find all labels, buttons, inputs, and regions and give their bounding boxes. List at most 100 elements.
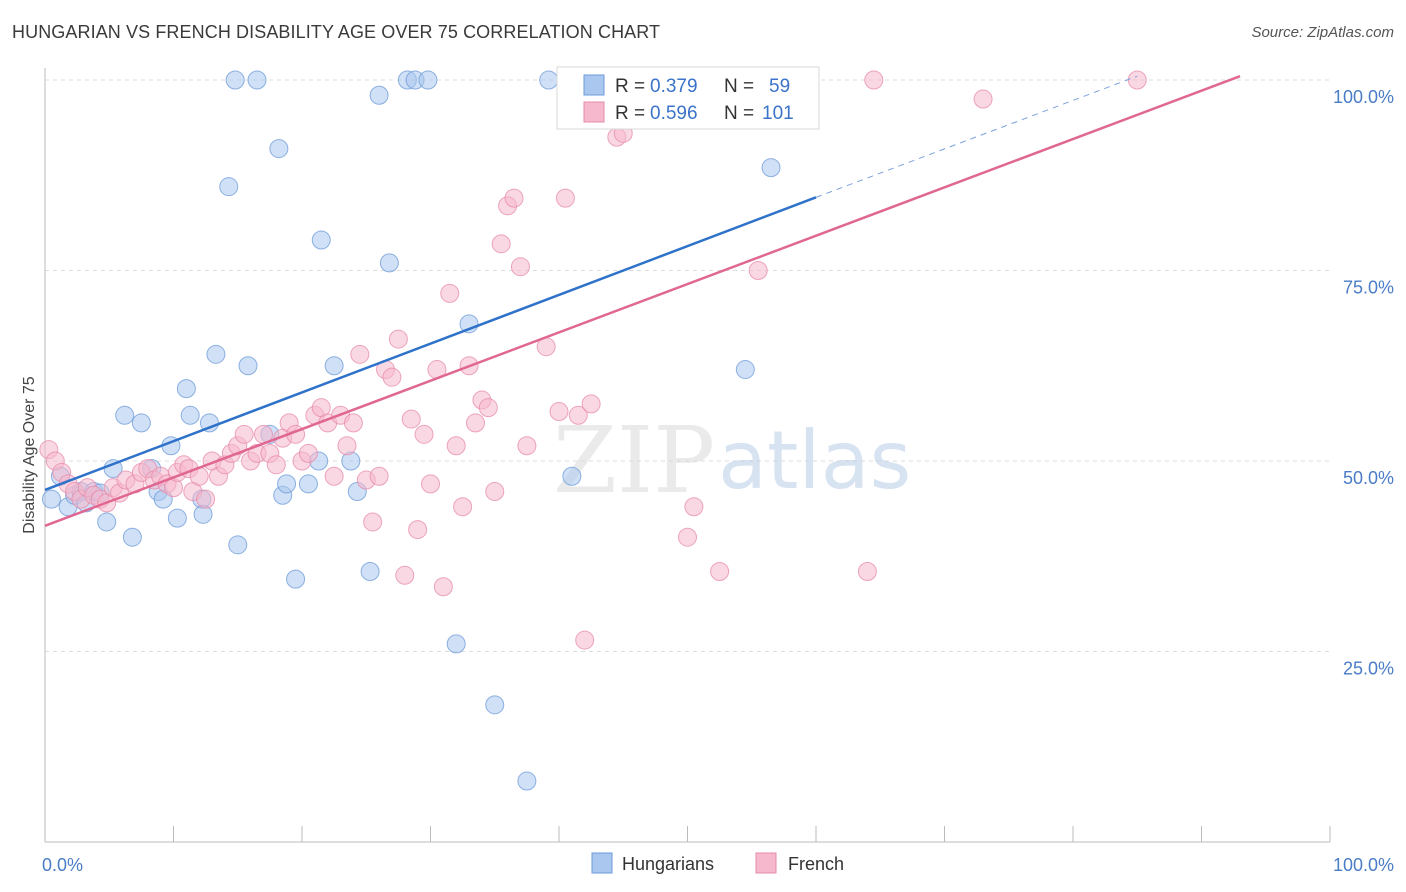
stats-n-value-hungarians: 59 [769,76,790,97]
french-point [549,401,569,421]
chart-title: HUNGARIAN VS FRENCH DISABILITY AGE OVER … [12,22,661,42]
legend-label-french: French [788,854,844,874]
x-tick-label: 100.0% [1333,855,1394,875]
watermark-atlas: atlas [718,414,911,507]
stats-n-label-french: N = [724,103,754,124]
legend-label-hungarians: Hungarians [622,854,714,874]
watermark-zip: ZIP [553,407,715,514]
hungarians-trend-line [44,196,817,492]
hungarians-point [176,379,196,399]
french-point [575,630,595,650]
tick-labels: 25.0% 50.0% 75.0% 100.0% 0.0% 100.0% [42,87,1394,875]
hungarians-point [761,158,781,178]
grid-lines [45,79,1330,652]
french-point [581,394,601,414]
french-point [568,405,588,425]
legend-swatch-hungarians [591,852,613,874]
french-point [363,512,383,532]
french-point [324,466,344,486]
french-point [337,436,357,456]
hungarians-point [269,139,289,159]
french-point [478,398,498,418]
y-axis-label: Disability Age Over 75 [21,376,38,534]
hungarians-point [311,230,331,250]
y-tick-label: 75.0% [1343,278,1394,298]
bottom-legend: Hungarians French [591,852,844,874]
hungarians-point [219,177,239,197]
hungarians-point [238,356,258,376]
french-point [555,188,575,208]
y-tick-label: 100.0% [1333,87,1394,107]
hungarians-point [97,512,117,532]
french-point [517,436,537,456]
french-point [343,413,363,433]
hungarians-point [41,489,61,509]
axes [44,68,1331,843]
french-point [395,565,415,585]
hungarians-point [539,70,559,90]
y-tick-label: 25.0% [1343,659,1394,679]
series-french-points [39,70,1147,650]
hungarians-point [131,413,151,433]
french-point [382,367,402,387]
french-point [465,413,485,433]
source-label: Source: ZipAtlas.com [1251,24,1394,41]
french-point [369,466,389,486]
stats-r-value-hungarians: 0.379 [650,76,698,97]
french-point [298,443,318,463]
stats-legend-swatch-hungarians [583,74,605,96]
hungarians-point [225,70,245,90]
hungarians-point [735,360,755,380]
hungarians-point [485,695,505,715]
french-point [196,489,216,509]
hungarians-point [286,569,306,589]
french-point [234,424,254,444]
hungarians-point [369,85,389,105]
hungarians-point [167,508,187,528]
x-tick-label: 0.0% [42,855,83,875]
stats-n-value-french: 101 [762,103,794,124]
french-point [433,577,453,597]
french-point [266,455,286,475]
hungarians-point [360,561,380,581]
french-point [857,561,877,581]
y-tick-label: 50.0% [1343,468,1394,488]
french-point [1127,70,1147,90]
legend-swatch-french [755,852,777,874]
french-point [684,497,704,517]
hungarians-point [379,253,399,273]
french-point [408,520,428,540]
stats-r-label-hungarians: R = [615,76,645,97]
hungarians-point [122,527,142,547]
watermark: ZIP atlas [553,407,911,514]
french-point [421,474,440,494]
french-point [504,188,524,208]
french-point [453,497,473,517]
hungarians-point [446,634,466,654]
hungarians-point [206,344,226,364]
hungarians-point [562,466,582,486]
stats-n-label-hungarians: N = [724,76,754,97]
hungarians-point [517,771,537,791]
french-point [491,234,511,254]
hungarians-point [115,405,135,425]
french-point [678,527,697,547]
hungarians-point [298,474,318,494]
french-point [440,283,460,303]
hungarians-point [324,356,344,376]
french-point [973,89,993,109]
stats-r-value-french: 0.596 [650,103,698,124]
french-point [446,436,466,456]
hungarians-point [277,474,297,494]
french-point [401,409,421,429]
stats-r-label-french: R = [615,103,645,124]
french-point [485,481,505,501]
hungarians-point [418,70,438,90]
french-point [710,561,730,581]
hungarians-point [180,405,200,425]
french-point [748,261,768,280]
stats-legend-swatch-french [583,101,605,123]
trend-lines [44,75,1241,527]
hungarians-point [247,70,267,90]
